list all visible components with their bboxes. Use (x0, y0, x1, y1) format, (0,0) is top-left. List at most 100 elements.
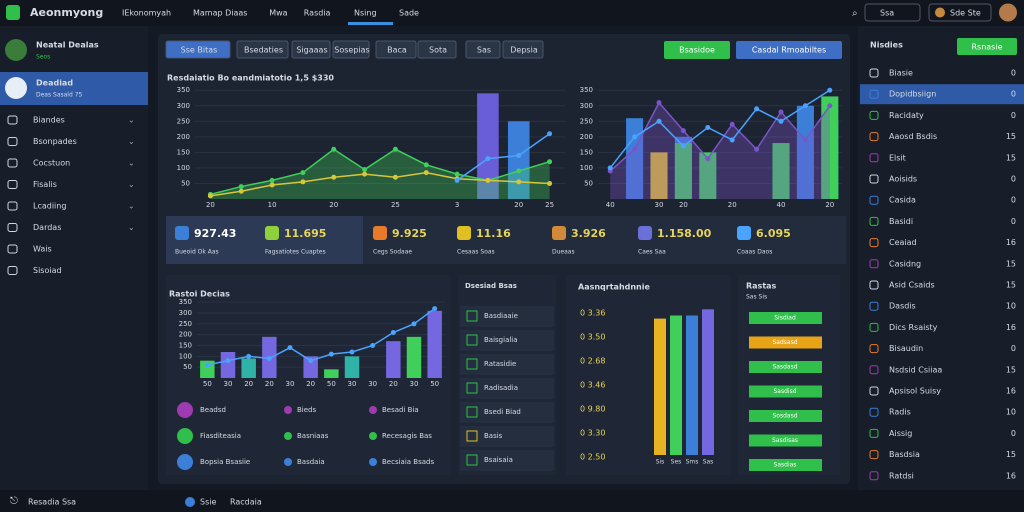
toolbar-button[interactable] (165, 40, 231, 59)
point (362, 166, 368, 172)
mini-text: Bopsia Bsasiie (200, 458, 250, 466)
list-row[interactable] (460, 378, 554, 399)
right-item[interactable]: Basdsia (889, 450, 920, 459)
right-item[interactable]: Dics Rsaisty (889, 323, 938, 332)
y-tick-label: 50 (584, 179, 593, 187)
progress-bar[interactable] (749, 336, 822, 349)
toolbar-button[interactable] (465, 40, 501, 59)
nav-item[interactable]: Fisalis (33, 180, 57, 189)
point (204, 362, 210, 368)
toolbar-button[interactable] (417, 40, 457, 59)
nav-item[interactable]: Wais (33, 245, 52, 254)
right-item[interactable]: Casida (889, 196, 916, 205)
menu-item[interactable]: Rasdia (304, 9, 331, 18)
x-tick-label: 20 (679, 201, 688, 209)
progress-bar[interactable] (749, 385, 822, 398)
right-count: 0 (1011, 90, 1016, 99)
progress-text: Sisdiad (774, 315, 796, 322)
list-row[interactable] (460, 426, 554, 447)
action-button[interactable] (736, 41, 842, 59)
value-label: 0 3.30 (580, 429, 605, 438)
user-box[interactable] (928, 3, 992, 22)
mini-icon (177, 454, 193, 470)
menu-item[interactable]: IEkonomyah (122, 9, 171, 18)
nav-item[interactable]: Bsonpades (33, 137, 77, 146)
nav-item[interactable]: Lcadiing (33, 202, 66, 211)
mini-text: Fiasditeasia (200, 432, 241, 440)
right-item[interactable]: Asid Csaids (889, 281, 935, 290)
point (547, 180, 553, 186)
menu-item[interactable]: Sade (399, 9, 419, 18)
right-button[interactable] (957, 38, 1017, 55)
menu-item[interactable]: Mwa (269, 9, 287, 18)
list-text: Basis (484, 432, 503, 440)
y-tick-label: 150 (580, 148, 593, 156)
y-tick-label: 350 (179, 298, 192, 306)
logo (6, 5, 20, 20)
list-row[interactable] (460, 402, 554, 423)
right-item[interactable]: Radis (889, 408, 911, 417)
progress-bar[interactable] (749, 361, 822, 373)
right-active[interactable] (860, 84, 1024, 105)
toolbar-button[interactable] (375, 40, 417, 59)
nav-item[interactable]: Cocstuon (33, 159, 70, 168)
nav-icon (7, 115, 18, 125)
point (392, 146, 398, 152)
right-item[interactable]: Ceaiad (889, 238, 917, 247)
list-row[interactable] (460, 354, 554, 375)
toolbar-button[interactable] (502, 40, 544, 59)
action-button[interactable] (664, 41, 730, 59)
toolbar-button[interactable] (332, 40, 370, 59)
right-item[interactable]: Basidi (889, 217, 913, 226)
value-label: 0 9.80 (580, 405, 605, 414)
right-count: 15 (1006, 450, 1016, 459)
y-tick-label: 250 (177, 117, 190, 125)
profile-photo[interactable] (999, 3, 1017, 22)
right-item[interactable]: Aaosd Bsdis (889, 132, 937, 141)
toolbar-text: Baca (387, 46, 407, 55)
right-item[interactable]: Ratdsi (889, 471, 914, 480)
list-row[interactable] (460, 450, 554, 471)
menu-item[interactable]: Mamap Diaas (193, 9, 247, 18)
progress-bar[interactable] (749, 312, 822, 324)
chart-title: Rastoi Decias (169, 290, 230, 299)
right-item[interactable]: Dopidbsiign (889, 90, 936, 99)
list-row[interactable] (460, 330, 554, 351)
nav-item[interactable]: Dardas (33, 223, 61, 232)
toolbar-button[interactable] (236, 40, 289, 59)
list-icon (466, 382, 478, 394)
progress-bar[interactable] (749, 434, 822, 447)
bottom-mid1: Ssie (200, 498, 216, 507)
right-item[interactable]: Apsisol Suisy (889, 387, 941, 396)
right-item[interactable]: Aissig (889, 429, 912, 438)
right-item[interactable]: Elsit (889, 153, 906, 162)
right-item[interactable]: Nsdsid Csiiaa (889, 365, 942, 374)
y-tick-label: 300 (177, 102, 190, 110)
right-icon (869, 195, 879, 205)
search-box[interactable] (864, 3, 921, 22)
stat-value: 927.43 (194, 227, 236, 240)
progress-bar[interactable] (749, 459, 822, 471)
menu-item[interactable]: Nsing (354, 9, 377, 18)
progress-text: Sasdasd (772, 364, 797, 371)
list-text: Bsedi Biad (484, 408, 521, 416)
right-item[interactable]: Racidaty (889, 111, 924, 120)
right-icon (869, 428, 879, 438)
right-icon (869, 174, 879, 184)
right-item[interactable]: Dasdis (889, 302, 916, 311)
toolbar-button[interactable] (291, 40, 331, 59)
right-item[interactable]: Bisaudin (889, 344, 923, 353)
right-item[interactable]: Aoisids (889, 175, 917, 184)
progress-bar[interactable] (749, 410, 822, 422)
nav-chevron: ⌄ (128, 159, 135, 168)
x-tick-label: 3 (455, 201, 459, 209)
nav-item[interactable]: Biandes (33, 116, 65, 125)
nav-item[interactable]: Sisoiad (33, 266, 62, 275)
list-row[interactable] (460, 306, 554, 327)
right-item[interactable]: Biasie (889, 69, 913, 78)
point (423, 162, 429, 168)
right-item[interactable]: Casidng (889, 259, 921, 268)
search-icon[interactable]: ⌕ (852, 8, 858, 19)
stat-icon (175, 226, 189, 240)
bar (220, 352, 236, 378)
